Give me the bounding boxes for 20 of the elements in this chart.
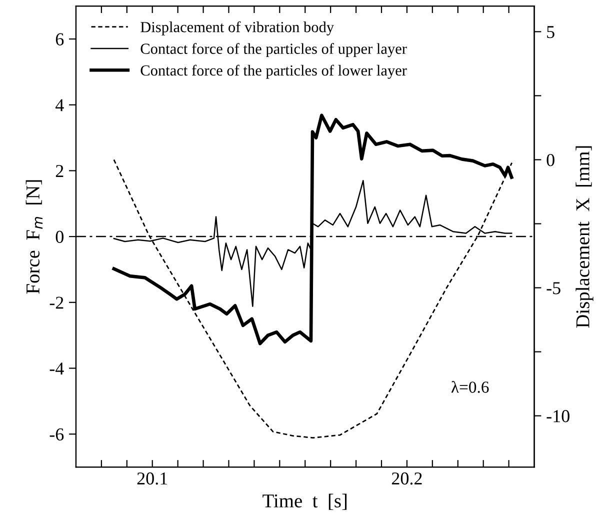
y-axis-title: Force F$_{m}$ [N] — [26, 180, 43, 294]
y-tick-label: -2 — [50, 296, 64, 309]
annotation: λ=0.6 — [451, 380, 489, 393]
y-tick-label: 4 — [55, 99, 64, 112]
y-tick-label: 0 — [56, 230, 64, 243]
legend-label: Contact force of the particles of lower layer — [140, 64, 407, 79]
y2-tick-label: -5 — [546, 282, 560, 294]
legend-label: Contact force of the particles of upper layer — [140, 43, 407, 58]
y2-tick-label: -10 — [546, 410, 570, 422]
y2-tick-label: 0 — [546, 154, 554, 166]
y-tick-label: -6 — [50, 428, 64, 441]
y-tick-label: 6 — [56, 33, 64, 46]
x-axis-title: Time t [s] — [262, 494, 347, 510]
x-tick-label: 20.1 — [137, 472, 168, 485]
y2-tick-label: 5 — [547, 26, 554, 38]
legend-label: Displacement of vibration body — [140, 21, 334, 36]
y-tick-label: 2 — [56, 165, 64, 177]
y2-axis-title: Displacement X [mm] — [576, 146, 594, 328]
y-tick-label: -4 — [50, 362, 64, 375]
x-tick-label: 20.2 — [392, 472, 422, 485]
